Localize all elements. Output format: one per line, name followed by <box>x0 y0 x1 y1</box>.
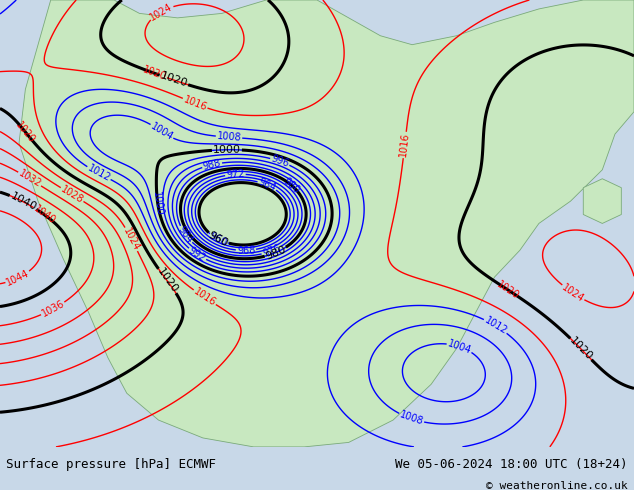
Text: 1012: 1012 <box>482 315 508 337</box>
Text: 1024: 1024 <box>121 226 141 252</box>
Text: © weatheronline.co.uk: © weatheronline.co.uk <box>486 481 628 490</box>
Polygon shape <box>583 179 621 223</box>
Text: 1004: 1004 <box>446 338 473 355</box>
Text: 1032: 1032 <box>16 168 43 190</box>
Text: 1020: 1020 <box>155 267 179 295</box>
Text: 1024: 1024 <box>148 1 174 22</box>
Text: 1036: 1036 <box>40 299 66 319</box>
Text: 1044: 1044 <box>4 268 31 288</box>
Text: 1000: 1000 <box>151 191 164 216</box>
Text: 984: 984 <box>176 224 195 245</box>
Text: 988: 988 <box>202 158 222 172</box>
Text: 1012: 1012 <box>86 163 112 184</box>
Text: 1040: 1040 <box>32 203 57 226</box>
Text: 1020: 1020 <box>14 120 37 145</box>
Text: 1024: 1024 <box>560 282 586 304</box>
Text: 996: 996 <box>269 154 290 169</box>
Text: 1020: 1020 <box>141 64 167 82</box>
Polygon shape <box>19 0 634 447</box>
Text: 1040: 1040 <box>8 191 38 213</box>
Text: 980: 980 <box>264 244 287 261</box>
Text: 1020: 1020 <box>567 336 595 363</box>
Text: 1004: 1004 <box>149 121 175 142</box>
Text: Surface pressure [hPa] ECMWF: Surface pressure [hPa] ECMWF <box>6 458 216 470</box>
Text: 968: 968 <box>236 245 256 256</box>
Text: 1016: 1016 <box>182 94 209 113</box>
Text: 980: 980 <box>281 175 302 195</box>
Text: 1016: 1016 <box>398 132 411 158</box>
Text: 1020: 1020 <box>495 279 521 301</box>
Text: 960: 960 <box>208 231 229 248</box>
Text: 1008: 1008 <box>398 410 425 427</box>
Text: 1028: 1028 <box>59 184 85 205</box>
Text: 976: 976 <box>261 243 282 259</box>
Text: 1000: 1000 <box>213 145 241 155</box>
Text: 1020: 1020 <box>159 71 189 89</box>
Text: 992: 992 <box>187 245 208 264</box>
Text: 1016: 1016 <box>191 287 217 308</box>
Text: 972: 972 <box>226 169 245 180</box>
Text: We 05-06-2024 18:00 UTC (18+24): We 05-06-2024 18:00 UTC (18+24) <box>395 458 628 470</box>
Text: 1008: 1008 <box>216 131 242 143</box>
Text: 964: 964 <box>257 177 278 194</box>
Text: 960: 960 <box>207 230 230 248</box>
